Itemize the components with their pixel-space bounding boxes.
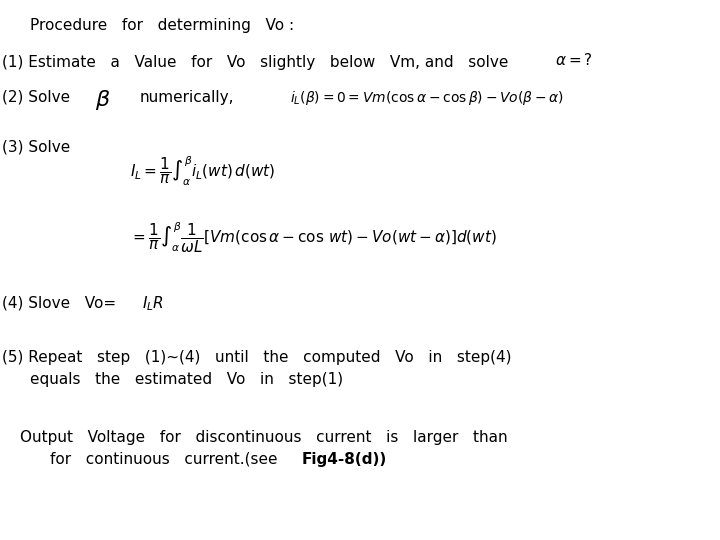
Text: (4) Slove   Vo=: (4) Slove Vo=	[2, 295, 116, 310]
Text: (5) Repeat   step   (1)~(4)   until   the   computed   Vo   in   step(4): (5) Repeat step (1)~(4) until the comput…	[2, 350, 511, 365]
Text: $I_L = \dfrac{1}{\pi}\int_{\alpha}^{\beta} i_L(wt)\,d(wt)$: $I_L = \dfrac{1}{\pi}\int_{\alpha}^{\bet…	[130, 155, 275, 188]
Text: Procedure   for   determining   Vo :: Procedure for determining Vo :	[30, 18, 294, 33]
Text: (3) Solve: (3) Solve	[2, 140, 71, 155]
Text: (1) Estimate   a   Value   for   Vo   slightly   below   Vm, and   solve: (1) Estimate a Value for Vo slightly bel…	[2, 55, 508, 70]
Text: numerically,: numerically,	[140, 90, 235, 105]
Text: $\alpha = ?$: $\alpha = ?$	[555, 52, 593, 68]
Text: $= \dfrac{1}{\pi}\int_{\alpha}^{\beta}\dfrac{1}{\omega L}\left[Vm(\cos\alpha - \: $= \dfrac{1}{\pi}\int_{\alpha}^{\beta}\d…	[130, 220, 497, 255]
Text: $i_L(\beta) = 0 = Vm(\cos\alpha - \cos\beta) - Vo(\beta - \alpha)$: $i_L(\beta) = 0 = Vm(\cos\alpha - \cos\b…	[290, 89, 564, 107]
Text: Fig4-8(d)): Fig4-8(d))	[302, 452, 387, 467]
Text: Output   Voltage   for   discontinuous   current   is   larger   than: Output Voltage for discontinuous current…	[20, 430, 508, 445]
Text: (2) Solve: (2) Solve	[2, 90, 70, 105]
Text: equals   the   estimated   Vo   in   step(1): equals the estimated Vo in step(1)	[30, 372, 343, 387]
Text: for   continuous   current.(see: for continuous current.(see	[50, 452, 292, 467]
Text: $\beta$: $\beta$	[95, 88, 111, 112]
Text: $I_L R$: $I_L R$	[142, 294, 164, 313]
